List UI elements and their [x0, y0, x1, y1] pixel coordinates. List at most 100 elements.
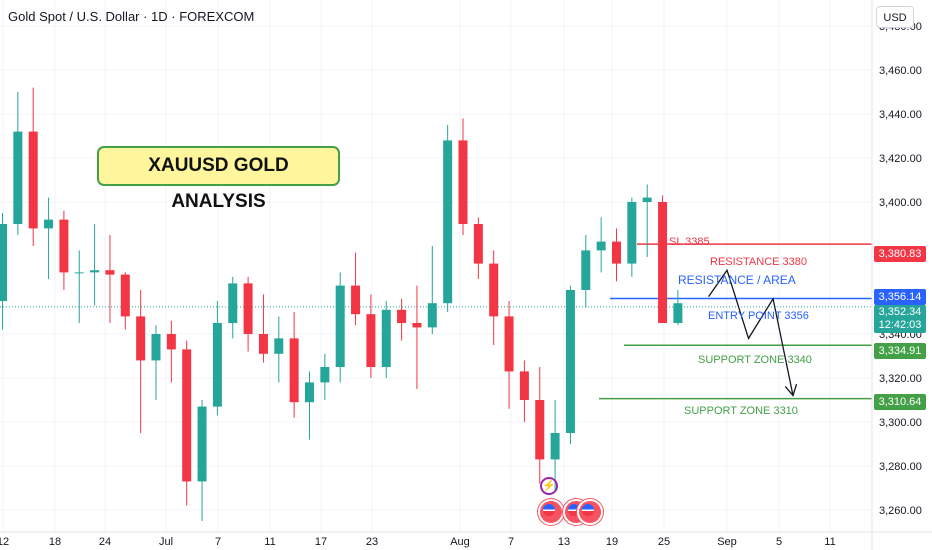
price-tag-support-3310: 3,310.64: [874, 394, 926, 410]
candle-body: [197, 406, 207, 482]
lightning-icon[interactable]: ⚡: [540, 477, 558, 495]
projection-line: [708, 268, 794, 396]
candle: [612, 228, 621, 282]
candle: [228, 276, 238, 339]
currency-button[interactable]: USD: [876, 6, 914, 28]
x-tick-label: 5: [776, 536, 782, 548]
candle-body: [581, 250, 591, 290]
x-tick-label: 24: [99, 536, 111, 548]
x-tick-label: 25: [658, 536, 670, 548]
candle: [320, 353, 330, 400]
x-tick-label: 18: [49, 536, 61, 548]
candle: [289, 312, 299, 418]
chart-title: Gold Spot / U.S. Dollar · 1D · FOREXCOM: [8, 9, 255, 24]
candle-body: [427, 303, 437, 328]
y-tick-label: 3,400.00: [879, 197, 922, 209]
x-tick-label: 12: [0, 536, 9, 548]
candle-body: [642, 197, 652, 202]
candle-body: [136, 316, 146, 361]
projection-arrowhead: [784, 383, 798, 397]
x-tick-label: 7: [215, 536, 221, 548]
candle-body: [504, 316, 514, 372]
bar-countdown-timer: 12:42:03: [878, 319, 922, 331]
candle-body: [212, 323, 222, 407]
level-lines: [0, 243, 872, 400]
candle: [535, 367, 545, 484]
candle: [212, 301, 222, 416]
candle: [105, 235, 115, 323]
y-tick-label: 3,280.00: [879, 461, 922, 473]
candle-body: [627, 202, 637, 264]
candle: [443, 125, 453, 312]
candle-body: [289, 338, 299, 403]
candle-body: [612, 241, 621, 264]
candle-body: [519, 371, 529, 400]
y-tick-label: 3,320.00: [879, 373, 922, 385]
candles: [0, 87, 683, 521]
candle: [642, 184, 652, 257]
candle: [489, 250, 499, 345]
y-tick-label: 3,300.00: [879, 417, 922, 429]
y-tick-label: 3,460.00: [879, 65, 922, 77]
x-tick-label: 19: [606, 536, 618, 548]
x-tick-label: Jul: [159, 536, 173, 548]
candle: [136, 290, 146, 433]
candle-body: [305, 382, 314, 403]
resistance-area-label: RESISTANCE / AREA: [678, 273, 796, 287]
candle-body: [550, 433, 560, 460]
candle: [366, 294, 376, 378]
candle-body: [90, 270, 100, 273]
candle: [28, 87, 38, 246]
y-tick-label: 3,260.00: [879, 505, 922, 517]
x-axis[interactable]: 12 18 24 Jul 7 11 17 23 Aug 7 13 19 25 Sep 5 11: [0, 531, 932, 548]
candle-body: [335, 285, 345, 367]
y-tick-label: 3,420.00: [879, 153, 922, 165]
us-flag-event-icon[interactable]: [538, 499, 564, 525]
us-flag-event-icon[interactable]: [577, 499, 603, 525]
candle: [550, 400, 560, 493]
candle-body: [105, 270, 115, 275]
candle: [473, 217, 483, 279]
candle: [673, 290, 683, 326]
candle: [458, 118, 468, 235]
candle: [627, 197, 637, 277]
candle: [243, 276, 253, 352]
candle-body: [443, 140, 453, 304]
candle-body: [535, 400, 545, 460]
candle-body: [473, 224, 483, 264]
candle: [44, 197, 54, 279]
candle: [581, 235, 591, 308]
candle: [59, 210, 69, 290]
candle-body: [28, 131, 38, 229]
y-tick-label: 3,440.00: [879, 109, 922, 121]
candle: [596, 217, 606, 273]
candle: [120, 272, 130, 330]
candle: [335, 272, 345, 383]
candle: [412, 285, 422, 389]
candle-body: [182, 349, 192, 482]
candle-body: [658, 202, 668, 323]
candle: [504, 301, 514, 409]
resistance-label: RESISTANCE 3380: [710, 256, 808, 268]
candle: [90, 224, 100, 306]
candle-body: [0, 224, 7, 301]
candle: [166, 320, 176, 383]
candle: [274, 316, 284, 383]
x-tick-label: Aug: [450, 536, 470, 548]
candle-body: [258, 334, 268, 354]
candle-body: [74, 272, 84, 274]
candle: [351, 252, 361, 326]
candle-body: [412, 323, 422, 328]
candle-body: [596, 241, 606, 251]
y-axis[interactable]: 3,260.003,280.003,300.003,320.003,340.00…: [871, 0, 922, 550]
price-tag-resistance: 3,380.83: [874, 246, 926, 262]
candle-body: [397, 309, 407, 323]
candle: [397, 298, 407, 341]
candle: [565, 285, 575, 444]
x-tick-label: 13: [558, 536, 570, 548]
candle-body: [673, 303, 683, 323]
candle: [305, 371, 314, 440]
candle-body: [166, 334, 176, 350]
candle: [13, 92, 23, 235]
